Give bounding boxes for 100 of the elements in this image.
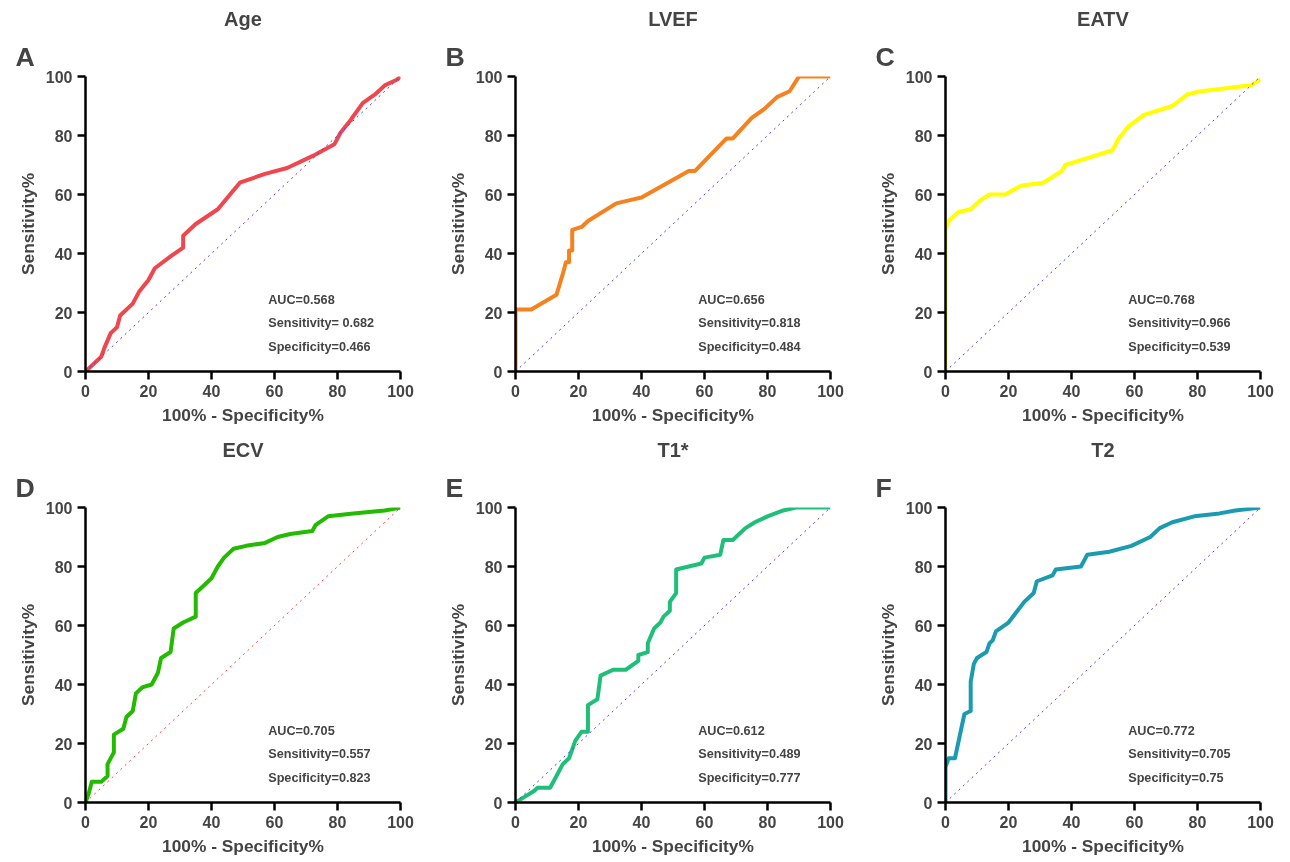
y-tick-label: 60	[914, 186, 933, 204]
x-tick-label: 20	[569, 382, 588, 400]
chart-title: T1*	[657, 438, 689, 461]
annotation: Specificity=0.484	[698, 339, 801, 354]
y-tick-label: 0	[63, 363, 73, 381]
y-tick-label: 20	[484, 735, 503, 753]
y-tick-label: 0	[923, 794, 933, 812]
x-axis-title: 100% - Specificity%	[162, 404, 324, 425]
x-tick-label: 100	[817, 813, 844, 831]
y-tick-label: 80	[914, 558, 933, 576]
y-tick-label: 40	[484, 676, 503, 694]
y-tick-label: 60	[914, 617, 933, 635]
annotation: AUC=0.772	[1128, 723, 1195, 738]
x-tick-label: 40	[1062, 813, 1081, 831]
x-tick-label: 60	[265, 813, 284, 831]
x-tick-label: 20	[569, 813, 588, 831]
x-tick-label: 0	[511, 382, 521, 400]
annotation: AUC=0.568	[268, 292, 335, 307]
chart-title: EATV	[1077, 7, 1130, 30]
x-tick-label: 60	[695, 813, 714, 831]
text: E	[445, 472, 464, 503]
y-tick-label: 80	[914, 127, 933, 145]
y-tick-label: 60	[54, 617, 73, 635]
y-tick-label: 60	[54, 186, 73, 204]
y-tick-label: 20	[54, 304, 73, 322]
y-tick-label: 20	[54, 735, 73, 753]
y-tick-label: 100	[905, 68, 933, 86]
annotation: AUC=0.656	[698, 292, 765, 307]
x-axis-title: 100% - Specificity%	[592, 835, 754, 856]
y-tick-label: 80	[54, 127, 73, 145]
y-axis-title: Sensitivity%	[877, 603, 898, 707]
y-tick-label: 20	[914, 735, 933, 753]
y-tick-label: 100	[475, 68, 503, 86]
y-axis-title: Sensitivity%	[17, 172, 38, 276]
x-tick-label: 40	[632, 382, 651, 400]
x-tick-label: 100	[1247, 382, 1274, 400]
y-axis-title: Sensitivity%	[877, 172, 898, 276]
chart-title: ECV	[222, 438, 265, 461]
annotation: Specificity=0.75	[1128, 770, 1224, 785]
y-tick-label: 40	[54, 245, 73, 263]
text: A	[15, 41, 35, 72]
y-tick-label: 80	[54, 558, 73, 576]
x-tick-label: 40	[202, 382, 221, 400]
annotation: AUC=0.705	[268, 723, 335, 738]
y-tick-label: 80	[484, 127, 503, 145]
x-tick-label: 100	[387, 813, 414, 831]
annotation: Sensitivity= 0.682	[268, 316, 375, 331]
x-tick-label: 60	[1125, 382, 1144, 400]
y-tick-label: 40	[484, 245, 503, 263]
annotation: Sensitivity=0.966	[1128, 316, 1231, 331]
y-tick-label: 60	[484, 617, 503, 635]
x-tick-label: 100	[1247, 813, 1274, 831]
annotation: Sensitivity=0.705	[1128, 747, 1231, 762]
x-axis-title: 100% - Specificity%	[1022, 835, 1184, 856]
y-tick-label: 40	[914, 245, 933, 263]
x-tick-label: 80	[758, 382, 777, 400]
x-tick-label: 60	[695, 382, 714, 400]
y-tick-label: 0	[493, 363, 503, 381]
annotation: Sensitivity=0.818	[698, 316, 801, 331]
text: C	[875, 41, 895, 72]
x-tick-label: 40	[632, 813, 651, 831]
y-tick-label: 100	[45, 68, 73, 86]
x-tick-label: 100	[817, 382, 844, 400]
x-axis-title: 100% - Specificity%	[592, 404, 754, 425]
y-tick-label: 100	[905, 499, 933, 517]
x-axis-title: 100% - Specificity%	[162, 835, 324, 856]
annotation: Specificity=0.539	[1128, 339, 1231, 354]
x-tick-label: 40	[202, 813, 221, 831]
x-tick-label: 80	[1188, 813, 1207, 831]
x-tick-label: 60	[265, 382, 284, 400]
y-tick-label: 40	[914, 676, 933, 694]
x-tick-label: 20	[139, 382, 158, 400]
text: D	[15, 472, 35, 503]
y-axis-title: Sensitivity%	[447, 172, 468, 276]
y-axis-title: Sensitivity%	[17, 603, 38, 707]
x-tick-label: 100	[387, 382, 414, 400]
y-tick-label: 0	[923, 363, 933, 381]
y-tick-label: 40	[54, 676, 73, 694]
x-tick-label: 80	[328, 813, 347, 831]
annotation: Specificity=0.777	[698, 770, 801, 785]
y-tick-label: 80	[484, 558, 503, 576]
x-tick-label: 0	[511, 813, 521, 831]
text: F	[875, 472, 892, 503]
x-tick-label: 20	[999, 813, 1018, 831]
y-tick-label: 100	[475, 499, 503, 517]
chart-title: T2	[1091, 438, 1115, 461]
annotation: Specificity=0.823	[268, 770, 371, 785]
x-tick-label: 80	[758, 813, 777, 831]
x-tick-label: 80	[328, 382, 347, 400]
text: B	[445, 41, 465, 72]
x-tick-label: 80	[1188, 382, 1207, 400]
annotation: Sensitivity=0.557	[268, 747, 371, 762]
x-tick-label: 60	[1125, 813, 1144, 831]
annotation: AUC=0.612	[698, 723, 765, 738]
x-tick-label: 0	[81, 382, 91, 400]
y-tick-label: 60	[484, 186, 503, 204]
annotation: AUC=0.768	[1128, 292, 1195, 307]
x-tick-label: 20	[999, 382, 1018, 400]
x-tick-label: 0	[941, 382, 951, 400]
x-tick-label: 0	[81, 813, 91, 831]
